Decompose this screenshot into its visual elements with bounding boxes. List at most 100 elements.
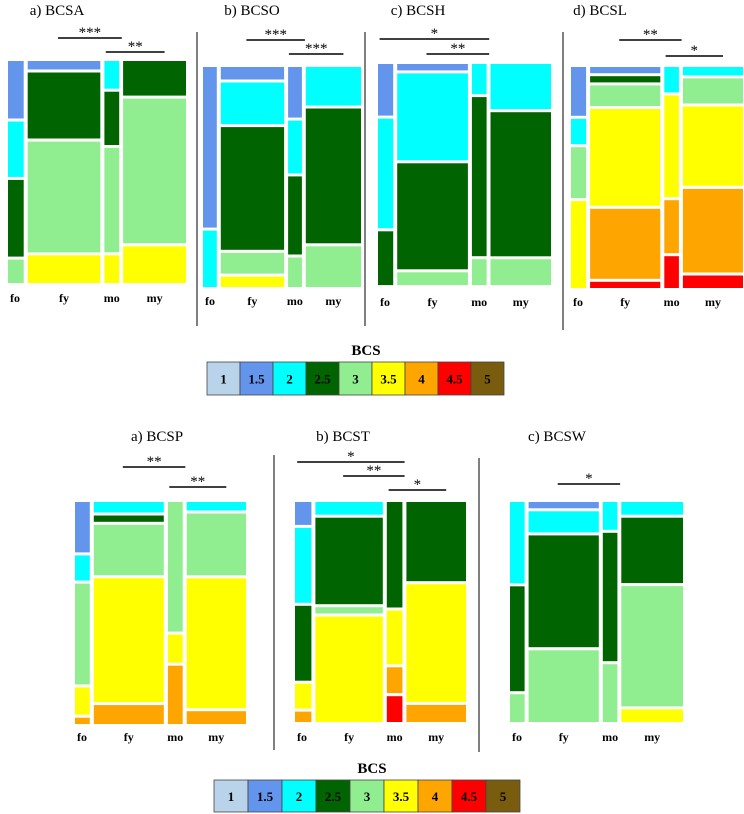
mosaic-tile-mo-3-5 (167, 634, 183, 663)
mosaic-tile-my-3-5 (406, 584, 466, 702)
mosaic-tile-mo-4-5 (664, 256, 679, 288)
mosaic-tile-mo-2-5 (471, 97, 487, 257)
legend-swatch-1-5 (247, 779, 283, 813)
mosaic-tile-fy-2-5 (27, 72, 101, 139)
mosaic-tile-fy-2-5 (93, 515, 164, 522)
x-tick-label: mo (664, 295, 680, 309)
x-tick-label: my (325, 294, 341, 308)
mosaic-tile-fo-2 (203, 230, 217, 287)
legend-label: 1.5 (248, 372, 265, 387)
mosaic-panel: fo fy mo my*** (571, 27, 743, 309)
mosaic-panel: fo fy mo my*** (378, 26, 551, 309)
legend-label: 3.5 (393, 789, 410, 804)
mosaic-tile-fy-1-5 (220, 67, 285, 80)
mosaic-tile-fo-1-5 (378, 64, 394, 116)
legend-label: 3 (352, 372, 359, 387)
mosaic-tile-my-3 (305, 246, 361, 287)
x-tick-label: fy (620, 295, 630, 309)
mosaic-tile-fo-3 (571, 147, 587, 199)
mosaic-tile-fy-2 (397, 73, 468, 161)
mosaic-tile-my-3 (621, 586, 683, 707)
mosaic-tile-my-2 (186, 502, 246, 511)
x-tick-label: fy (59, 291, 69, 305)
mosaic-tile-my-4 (186, 711, 246, 724)
mosaic-tile-my-3-5 (621, 709, 683, 722)
significance-label: * (414, 477, 422, 493)
mosaic-tile-fo-2 (75, 555, 90, 581)
x-tick-label: fo (573, 295, 583, 309)
mosaic-tile-my-4-5 (682, 275, 743, 288)
mosaic-tile-mo-4 (167, 665, 183, 724)
mosaic-tile-my-2 (682, 67, 743, 76)
mosaic-tile-fy-4 (590, 208, 661, 279)
mosaic-tile-fo-1-5 (203, 67, 217, 228)
significance-label: ** (450, 41, 465, 57)
x-tick-label: fo (77, 730, 87, 744)
mosaic-tile-mo-2-5 (386, 502, 403, 608)
mosaic-tile-my-2-5 (305, 108, 361, 244)
x-tick-label: mo (387, 730, 403, 744)
mosaic-tile-my-2-5 (490, 112, 551, 257)
mosaic-tile-my-3 (123, 98, 186, 244)
significance-label: * (585, 471, 593, 487)
mosaic-tile-fo-3 (8, 259, 24, 283)
legend-title: BCS (351, 343, 380, 359)
x-tick-label: my (644, 730, 660, 744)
mosaic-tile-fy-3-5 (315, 616, 383, 722)
x-tick-label: mo (104, 291, 120, 305)
mosaic-tile-my-2 (490, 64, 551, 110)
legend-swatch-3 (338, 361, 373, 396)
mosaic-tile-fo-2 (8, 121, 24, 177)
x-tick-label: fy (559, 730, 569, 744)
x-tick-label: fo (512, 730, 522, 744)
legend-swatch-4 (417, 779, 453, 813)
legend-label: 3.5 (380, 372, 397, 387)
mosaic-tile-fy-2 (315, 502, 383, 515)
mosaic-tile-fy-3 (315, 607, 383, 614)
mosaic-tile-mo-3 (288, 257, 302, 287)
panel-title: b) BCSO (224, 3, 280, 19)
mosaic-tile-fo-2 (378, 118, 394, 229)
mosaic-tile-fo-3 (510, 694, 525, 722)
mosaic-panel: fo fy mo my * (510, 471, 683, 744)
mosaic-tile-fy-3-5 (27, 255, 101, 283)
mosaic-tile-fy-2 (93, 502, 164, 513)
x-tick-label: fy (344, 730, 354, 744)
mosaic-tile-mo-2-5 (104, 91, 120, 145)
significance-label: * (347, 449, 355, 465)
mosaic-tile-my-2-5 (406, 502, 466, 582)
legend-label: 1 (220, 372, 227, 387)
legend-top: BCS 1 1.5 2 2.5 3 3.5 4 4.5 5 (206, 343, 505, 396)
mosaic-tile-mo-1-5 (288, 67, 302, 118)
x-tick-label: mo (471, 295, 487, 309)
significance-label: *** (305, 41, 328, 57)
mosaic-tile-fo-2-5 (295, 605, 312, 681)
mosaic-tile-fy-3-5 (220, 276, 285, 287)
mosaic-tile-fy-2-5 (528, 535, 599, 648)
mosaic-tile-fo-2-5 (510, 586, 525, 692)
mosaic-tile-fy-3 (528, 650, 599, 722)
legend-title: BCS (357, 761, 386, 777)
x-tick-label: fo (10, 291, 20, 305)
mosaic-tile-fo-3-5 (75, 687, 90, 715)
mosaic-tile-fo-2-5 (8, 179, 24, 257)
mosaic-tile-fo-3 (75, 583, 90, 685)
mosaic-tile-mo-2 (664, 67, 679, 93)
x-tick-label: my (513, 295, 529, 309)
mosaic-tile-mo-2-5 (288, 176, 302, 255)
panel-title: c) BCSH (391, 3, 446, 19)
mosaic-panel: fo fy mo my ** ** (75, 454, 246, 744)
mosaic-tile-fy-4-5 (590, 281, 661, 288)
legend-swatch-2-5 (315, 779, 351, 813)
mosaic-tile-fo-2 (295, 527, 312, 603)
mosaic-tile-my-2-5 (123, 61, 186, 96)
mosaic-tile-my-2 (621, 502, 683, 515)
significance-label: ** (190, 474, 205, 490)
significance-label: ** (147, 454, 162, 470)
mosaic-tile-mo-3-5 (386, 610, 403, 665)
legend-label: 5 (500, 789, 507, 804)
x-tick-label: my (705, 295, 721, 309)
mosaic-tile-my-4 (682, 188, 743, 273)
x-tick-label: fo (297, 730, 307, 744)
legend-label: 2 (296, 789, 303, 804)
